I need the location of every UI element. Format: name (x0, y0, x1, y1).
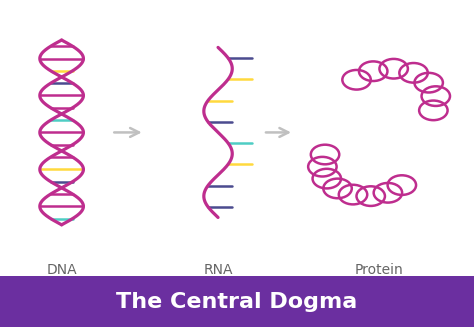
FancyBboxPatch shape (0, 276, 474, 327)
Text: Protein: Protein (355, 263, 403, 277)
Text: RNA: RNA (203, 263, 233, 277)
Text: The Central Dogma: The Central Dogma (117, 292, 357, 312)
Text: DNA: DNA (46, 263, 77, 277)
